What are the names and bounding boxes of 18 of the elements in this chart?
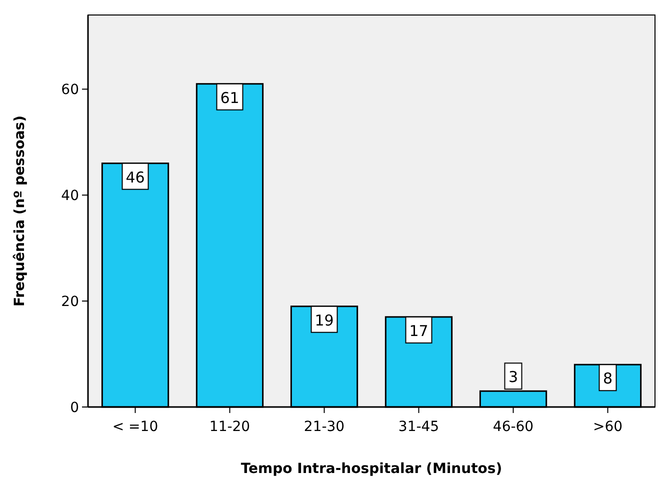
x-tick-label: 46-60 — [492, 419, 534, 435]
x-tick-label: 11-20 — [209, 419, 250, 435]
data-label: 8 — [602, 370, 613, 388]
data-label: 3 — [508, 368, 518, 386]
x-tick-label: >60 — [592, 419, 623, 435]
x-tick-label: < =10 — [112, 419, 158, 435]
data-label: 19 — [314, 311, 334, 330]
y-tick-label: 20 — [61, 294, 79, 310]
data-label: 61 — [220, 88, 240, 107]
y-tick-label: 40 — [61, 188, 79, 204]
y-tick-label: 60 — [61, 82, 79, 98]
data-label: 46 — [126, 168, 145, 186]
x-tick-label: 31-45 — [398, 419, 440, 435]
y-axis-title: Frequência (nº pessoas) — [12, 115, 28, 307]
y-tick-label: 0 — [70, 400, 79, 416]
x-axis-title: Tempo Intra-hospitalar (Minutos) — [240, 461, 502, 477]
x-tick-label: 21-30 — [304, 419, 345, 435]
data-label: 17 — [409, 322, 428, 340]
